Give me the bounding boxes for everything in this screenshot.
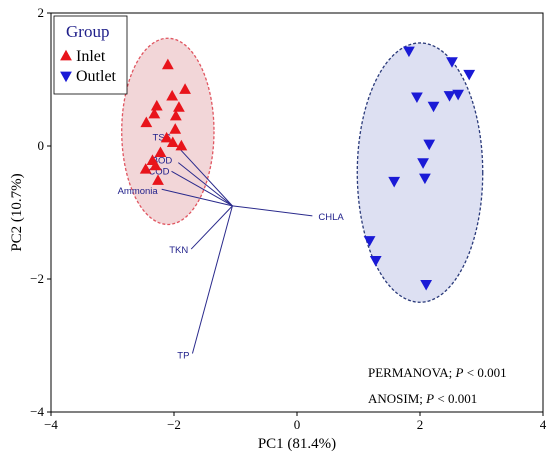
point-outlet-4: [452, 89, 465, 101]
point-outlet-1: [403, 46, 415, 58]
loading-label-tss: TSS: [153, 133, 171, 144]
legend-label-inlet: Inlet: [76, 48, 106, 65]
point-inlet-4: [150, 99, 163, 111]
point-inlet-3: [166, 89, 179, 101]
point-inlet-1: [161, 58, 174, 70]
legend-label-outlet: Outlet: [76, 68, 117, 85]
point-inlet-15: [149, 159, 162, 171]
point-inlet-10: [160, 131, 173, 143]
ellipse-outlet: [356, 42, 484, 303]
loading-vector-ammonia: [161, 188, 233, 207]
x-axis-title: PC1 (81.4%): [258, 436, 336, 452]
point-outlet-10: [419, 173, 431, 185]
point-inlet-6: [148, 107, 161, 119]
legend-title: Group: [66, 22, 109, 41]
point-outlet-2: [446, 57, 458, 68]
ellipse-inlet: [121, 37, 215, 226]
point-inlet-11: [166, 136, 179, 148]
stats-p-symbol: P: [425, 391, 434, 406]
stats-annotation-2: ANOSIM; P < 0.001: [368, 391, 477, 406]
y-tick-label-0: 0: [38, 138, 45, 153]
x-tick-label-2: 2: [417, 417, 424, 432]
loading-label-chla: CHLA: [318, 212, 344, 223]
point-outlet-3: [463, 69, 476, 81]
x-tick-label--4: −4: [44, 417, 58, 432]
x-tick-label-0: 0: [294, 417, 301, 432]
loading-label-tp: TP: [177, 350, 189, 361]
point-outlet-8: [423, 139, 436, 151]
point-outlet-11: [388, 176, 401, 188]
y-tick-label-2: 2: [38, 5, 45, 20]
point-outlet-14: [420, 279, 433, 291]
point-outlet-12: [363, 236, 376, 247]
point-inlet-17: [152, 174, 164, 185]
legend-marker-inlet: [60, 49, 72, 61]
point-inlet-8: [140, 116, 153, 128]
loading-vector-tss: [173, 142, 233, 207]
point-outlet-5: [443, 91, 456, 102]
loading-label-bod: BOD: [152, 156, 173, 167]
loading-vector-bod: [177, 162, 233, 207]
point-inlet-5: [173, 101, 185, 112]
x-tick-label-4: 4: [540, 417, 547, 432]
stats-p-value: < 0.001: [434, 391, 477, 406]
point-inlet-13: [154, 146, 167, 157]
loading-label-ammonia: Ammonia: [118, 186, 159, 197]
loading-vector-tp: [191, 205, 233, 354]
stats-label: PERMANOVA;: [368, 365, 456, 380]
point-outlet-7: [427, 101, 440, 113]
legend-marker-outlet: [60, 71, 72, 83]
y-tick-label--4: −4: [30, 404, 44, 419]
point-inlet-2: [179, 83, 191, 94]
x-tick-label--2: −2: [167, 417, 181, 432]
stats-p-symbol: P: [455, 365, 464, 380]
loading-label-tkn: TKN: [169, 245, 188, 256]
y-axis-title: PC2 (10.7%): [9, 173, 25, 251]
loading-vector-tkn: [190, 205, 233, 250]
y-tick-label--2: −2: [30, 271, 44, 286]
point-inlet-16: [139, 163, 152, 174]
stats-label: ANOSIM;: [368, 391, 426, 406]
point-outlet-6: [411, 92, 423, 103]
stats-annotation-1: PERMANOVA; P < 0.001: [368, 365, 507, 380]
loading-label-cod: COD: [148, 166, 169, 177]
point-outlet-13: [369, 256, 382, 267]
loading-vector-cod: [171, 170, 233, 207]
point-inlet-12: [175, 139, 188, 151]
point-outlet-9: [417, 158, 429, 169]
stats-p-value: < 0.001: [463, 365, 506, 380]
loading-vector-chla: [232, 205, 313, 217]
point-inlet-7: [169, 109, 182, 121]
point-inlet-9: [169, 123, 182, 134]
